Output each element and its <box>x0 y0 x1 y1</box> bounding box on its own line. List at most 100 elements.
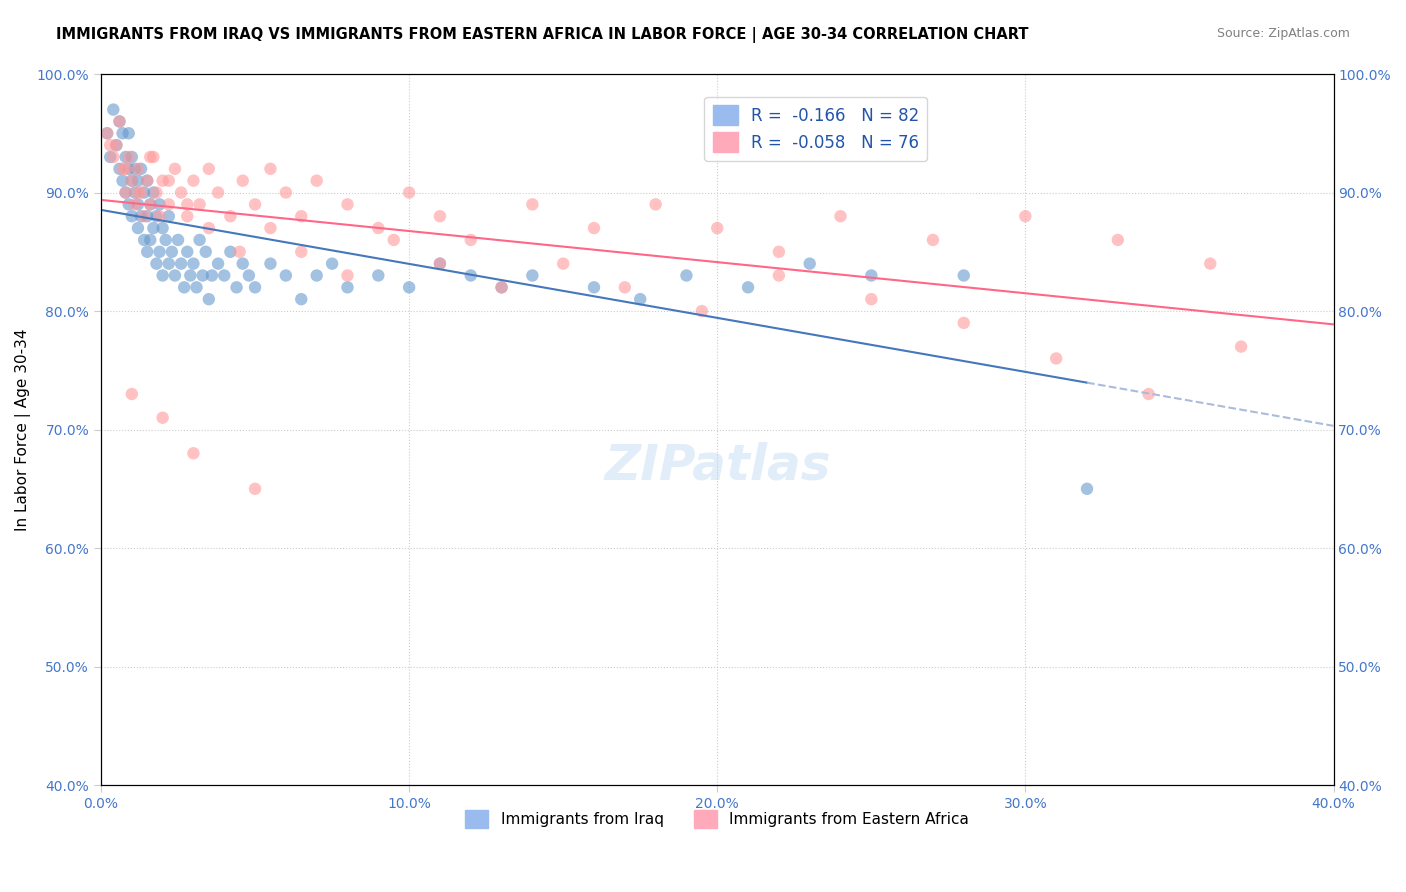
Point <box>491 280 513 294</box>
Point <box>259 161 281 176</box>
Point <box>139 150 162 164</box>
Point <box>194 244 217 259</box>
Point <box>145 257 167 271</box>
Point <box>398 186 420 200</box>
Point <box>145 209 167 223</box>
Point <box>136 174 159 188</box>
Point <box>274 186 297 200</box>
Point <box>136 244 159 259</box>
Point <box>157 174 180 188</box>
Point <box>179 268 201 283</box>
Point <box>136 209 159 223</box>
Point <box>243 197 266 211</box>
Point <box>186 280 208 294</box>
Point <box>183 174 205 188</box>
Point <box>114 186 136 200</box>
Point <box>799 257 821 271</box>
Point <box>96 126 118 140</box>
Point <box>228 244 250 259</box>
Point <box>768 268 790 283</box>
Point <box>127 174 149 188</box>
Point <box>644 197 666 211</box>
Point <box>460 268 482 283</box>
Point <box>398 280 420 294</box>
Point <box>830 209 852 223</box>
Point <box>124 161 146 176</box>
Point <box>553 257 575 271</box>
Text: Source: ZipAtlas.com: Source: ZipAtlas.com <box>1216 27 1350 40</box>
Point <box>121 174 143 188</box>
Point <box>134 186 156 200</box>
Point <box>114 186 136 200</box>
Point <box>290 209 312 223</box>
Point <box>336 197 359 211</box>
Point <box>737 280 759 294</box>
Point <box>522 197 544 211</box>
Point <box>243 482 266 496</box>
Point <box>1137 387 1160 401</box>
Point <box>706 221 728 235</box>
Point <box>129 209 152 223</box>
Point <box>157 257 180 271</box>
Point <box>290 292 312 306</box>
Text: ZIPatlas: ZIPatlas <box>605 442 831 489</box>
Point <box>274 268 297 283</box>
Point <box>367 221 389 235</box>
Point <box>212 268 235 283</box>
Point <box>238 268 260 283</box>
Point <box>1014 209 1036 223</box>
Point <box>124 186 146 200</box>
Point <box>148 197 170 211</box>
Point <box>145 186 167 200</box>
Point <box>952 268 974 283</box>
Point <box>111 126 134 140</box>
Point <box>429 257 451 271</box>
Point <box>142 221 165 235</box>
Point <box>321 257 343 271</box>
Point <box>124 197 146 211</box>
Point <box>134 233 156 247</box>
Point <box>157 197 180 211</box>
Point <box>336 268 359 283</box>
Point <box>157 209 180 223</box>
Point <box>191 268 214 283</box>
Point <box>952 316 974 330</box>
Point <box>142 186 165 200</box>
Point <box>152 221 174 235</box>
Point <box>108 161 131 176</box>
Text: IMMIGRANTS FROM IRAQ VS IMMIGRANTS FROM EASTERN AFRICA IN LABOR FORCE | AGE 30-3: IMMIGRANTS FROM IRAQ VS IMMIGRANTS FROM … <box>56 27 1029 43</box>
Point <box>111 174 134 188</box>
Point <box>1199 257 1222 271</box>
Point <box>134 209 156 223</box>
Point <box>259 257 281 271</box>
Point <box>922 233 945 247</box>
Point <box>108 114 131 128</box>
Point <box>152 174 174 188</box>
Point <box>582 221 605 235</box>
Point <box>429 209 451 223</box>
Point <box>139 233 162 247</box>
Point <box>188 233 211 247</box>
Point <box>243 280 266 294</box>
Point <box>198 161 221 176</box>
Point <box>163 161 186 176</box>
Point <box>768 244 790 259</box>
Point <box>127 197 149 211</box>
Point <box>367 268 389 283</box>
Point <box>198 221 221 235</box>
Point <box>198 292 221 306</box>
Point <box>336 280 359 294</box>
Point <box>460 233 482 247</box>
Point <box>129 161 152 176</box>
Point <box>127 161 149 176</box>
Point <box>118 161 141 176</box>
Point <box>860 292 883 306</box>
Point <box>305 268 328 283</box>
Point <box>628 292 651 306</box>
Point <box>201 268 224 283</box>
Point <box>121 174 143 188</box>
Point <box>170 257 193 271</box>
Point <box>139 197 162 211</box>
Point <box>148 244 170 259</box>
Point <box>118 197 141 211</box>
